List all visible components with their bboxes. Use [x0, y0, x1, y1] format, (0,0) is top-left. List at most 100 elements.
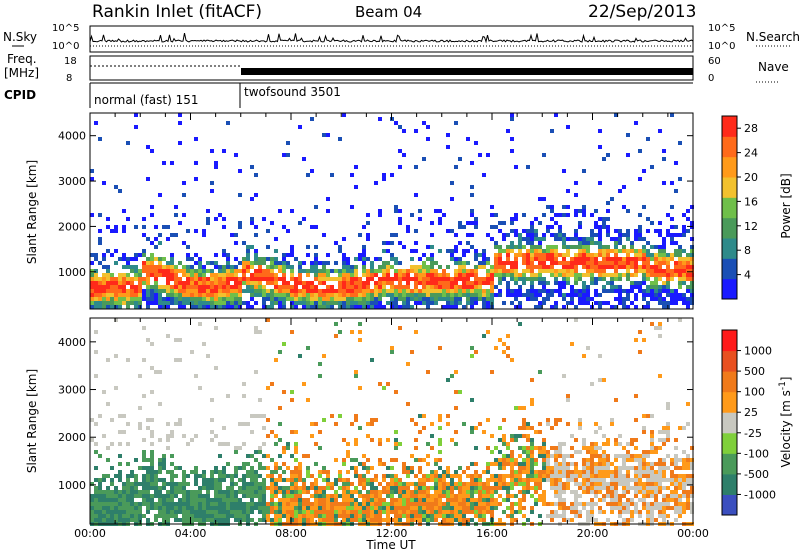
velocity-cell: [346, 454, 350, 458]
velocity-cell: [494, 486, 498, 490]
power-cell: [242, 261, 246, 265]
power-cell: [650, 293, 654, 297]
velocity-cell: [350, 482, 354, 486]
power-cell: [158, 293, 162, 297]
velocity-cell: [94, 450, 98, 454]
velocity-cell: [662, 458, 666, 462]
power-cell: [178, 281, 182, 285]
power-cell: [366, 257, 370, 261]
power-cell: [130, 301, 134, 305]
power-cell: [662, 181, 666, 185]
velocity-cell: [238, 490, 242, 494]
power-cell: [498, 273, 502, 277]
power-cell: [102, 277, 106, 281]
power-cell: [530, 257, 534, 261]
velocity-cell: [290, 514, 294, 518]
power-cell: [598, 293, 602, 297]
power-cell: [526, 265, 530, 269]
velocity-cell: [282, 446, 286, 450]
power-cell: [414, 265, 418, 269]
power-cell: [514, 233, 518, 237]
velocity-cell: [322, 494, 326, 498]
power-cell: [94, 305, 98, 309]
power-cell: [426, 245, 430, 249]
velocity-cell: [94, 478, 98, 482]
power-cell: [166, 281, 170, 285]
power-cell: [418, 277, 422, 281]
power-cell: [322, 305, 326, 309]
velocity-cell: [114, 318, 118, 322]
velocity-cell: [438, 418, 442, 422]
velocity-cell: [482, 498, 486, 502]
power-cell: [294, 257, 298, 261]
velocity-cell: [278, 502, 282, 506]
velocity-cell: [558, 502, 562, 506]
velocity-cell: [298, 478, 302, 482]
velocity-cell: [154, 490, 158, 494]
power-cell: [178, 289, 182, 293]
velocity-cell: [118, 414, 122, 418]
velocity-cell: [630, 458, 634, 462]
velocity-cell: [374, 502, 378, 506]
velocity-cell: [166, 518, 170, 522]
velocity-cell: [382, 478, 386, 482]
velocity-cell: [606, 458, 610, 462]
power-cell: [486, 269, 490, 273]
power-cell: [542, 237, 546, 241]
power-cell: [610, 249, 614, 253]
power-cell: [98, 289, 102, 293]
velocity-cell: [186, 498, 190, 502]
velocity-cell: [126, 478, 130, 482]
velocity-cell: [150, 342, 154, 346]
power-cell: [270, 257, 274, 261]
power-cell: [386, 281, 390, 285]
power-cell: [398, 261, 402, 265]
velocity-cell: [318, 446, 322, 450]
velocity-cell: [690, 458, 694, 462]
velocity-cell: [594, 450, 598, 454]
velocity-cell: [430, 470, 434, 474]
velocity-cell: [150, 494, 154, 498]
velocity-cell: [110, 498, 114, 502]
velocity-cell: [626, 478, 630, 482]
power-cell: [94, 289, 98, 293]
power-cell: [634, 293, 638, 297]
velocity-cell: [278, 514, 282, 518]
velocity-cell: [462, 502, 466, 506]
power-cell: [126, 301, 130, 305]
velocity-cell: [350, 518, 354, 522]
velocity-cell: [474, 446, 478, 450]
velocity-cell: [318, 506, 322, 510]
velocity-cell: [562, 502, 566, 506]
velocity-cell: [90, 494, 94, 498]
velocity-cell: [538, 450, 542, 454]
power-cell: [282, 253, 286, 257]
power-cell: [610, 285, 614, 289]
power-cell: [270, 221, 274, 225]
velocity-cell: [366, 434, 370, 438]
power-cell: [346, 261, 350, 265]
power-cell: [278, 289, 282, 293]
velocity-cell: [498, 502, 502, 506]
velocity-cell: [634, 486, 638, 490]
power-cell: [338, 289, 342, 293]
power-cell: [122, 257, 126, 261]
velocity-cell: [510, 478, 514, 482]
power-cell: [682, 269, 686, 273]
velocity-cell: [218, 518, 222, 522]
power-cell: [314, 245, 318, 249]
power-cell: [214, 261, 218, 265]
power-cell: [670, 269, 674, 273]
velocity-cell: [574, 498, 578, 502]
power-cell: [390, 293, 394, 297]
velocity-cell: [446, 422, 450, 426]
power-cell: [598, 225, 602, 229]
velocity-cell: [170, 502, 174, 506]
power-cell: [110, 289, 114, 293]
velocity-cell: [622, 478, 626, 482]
velocity-cell: [514, 510, 518, 514]
power-cell: [210, 149, 214, 153]
power-cell: [642, 257, 646, 261]
power-cell: [370, 265, 374, 269]
power-cell: [410, 305, 414, 309]
